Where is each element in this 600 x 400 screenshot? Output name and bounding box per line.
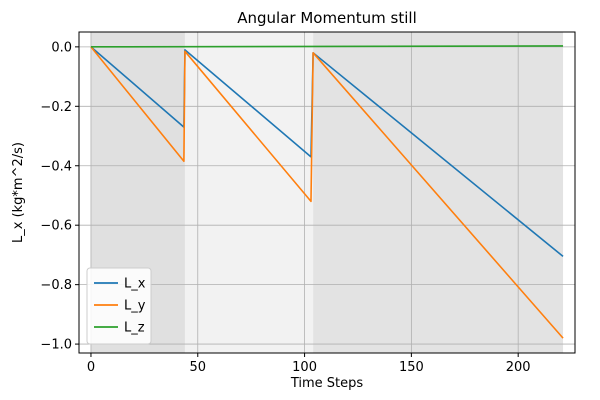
legend: L_x L_y L_z xyxy=(86,267,152,345)
chart-title: Angular Momentum still xyxy=(237,9,417,27)
x-tick-label: 50 xyxy=(189,360,206,375)
y-tick-label: −0.2 xyxy=(40,100,72,115)
plot-frame xyxy=(78,31,576,354)
legend-label-l-z: L_z xyxy=(124,321,145,336)
y-tick-label: −0.6 xyxy=(40,219,72,234)
series-line-l-x xyxy=(90,46,564,258)
x-tick-label: 200 xyxy=(506,360,531,375)
legend-label-l-x: L_x xyxy=(124,277,146,292)
legend-box xyxy=(86,267,152,345)
x-tick-label: 150 xyxy=(399,360,424,375)
series-line-l-z xyxy=(90,45,564,48)
shaded-regions xyxy=(90,32,564,353)
y-axis-label: L_x (kg*m^2/s) xyxy=(11,142,26,243)
legend-label-l-y: L_y xyxy=(124,299,146,314)
shaded-region-2 xyxy=(184,32,314,353)
series-lines xyxy=(90,45,564,339)
y-tick-label: −0.8 xyxy=(40,278,72,293)
y-tick-label: −1.0 xyxy=(40,338,72,353)
y-tick-label: −0.4 xyxy=(40,159,72,174)
y-tick-label: 0.0 xyxy=(51,40,72,55)
shaded-region-3 xyxy=(313,32,564,353)
x-tick-label: 100 xyxy=(292,360,317,375)
y-axis-ticks: 0.0 −0.2 −0.4 −0.6 −0.8 −1.0 xyxy=(40,40,79,353)
x-tick-label: 0 xyxy=(87,360,95,375)
plot-area xyxy=(78,31,576,354)
series-line-l-y xyxy=(90,46,564,339)
x-axis-ticks: 0 50 100 150 200 xyxy=(87,353,531,375)
x-axis-label: Time Steps xyxy=(290,376,364,391)
